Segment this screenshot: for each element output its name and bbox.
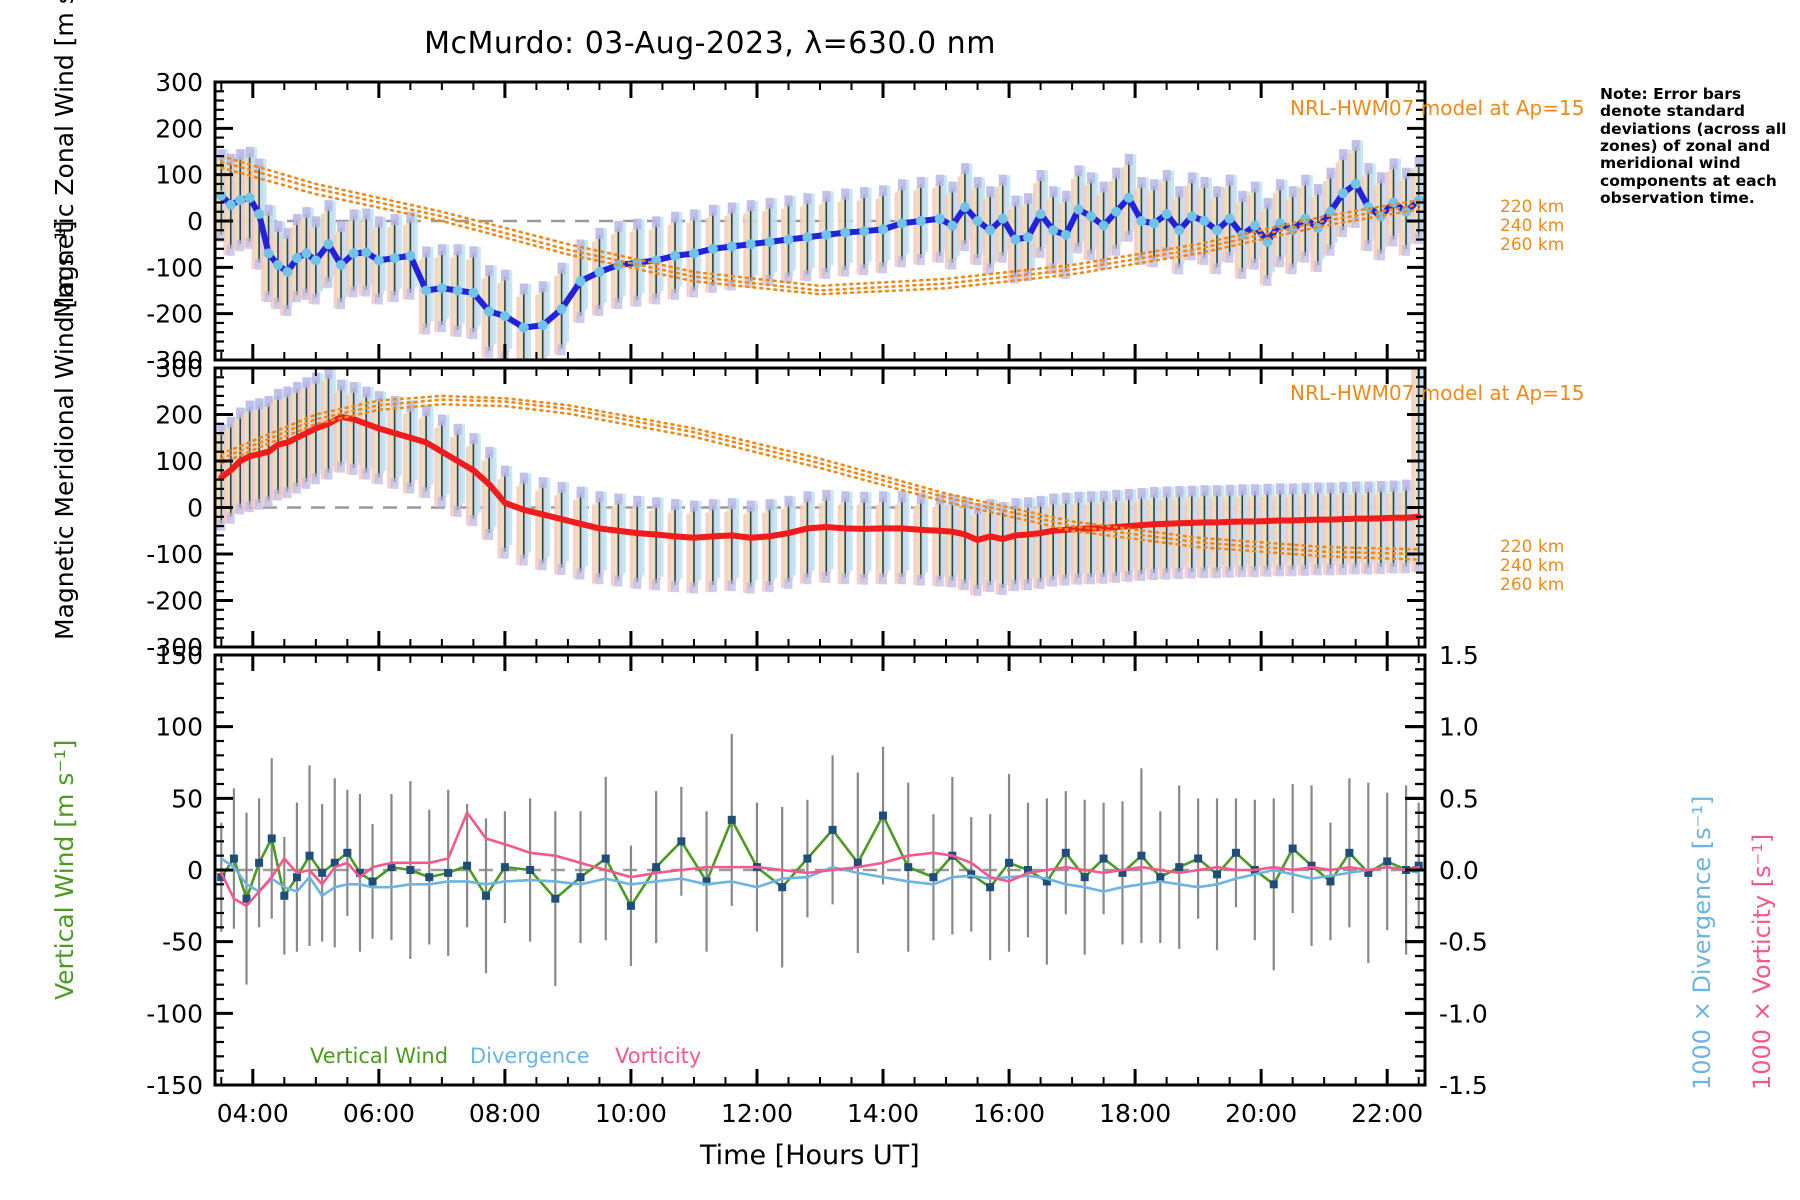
note-text: Note: Error bars denote standard deviati… — [1600, 85, 1787, 208]
right-y-tick-label: -1.0 — [1439, 999, 1488, 1028]
y-tick-label: 100 — [155, 713, 203, 742]
right-y-tick-label: 1.0 — [1439, 713, 1479, 742]
meridional-model-annotation: NRL-HWM07 model at Ap=15 — [1290, 381, 1584, 405]
x-tick-label: 10:00 — [595, 1099, 667, 1128]
zonal-model-annotation: NRL-HWM07 model at Ap=15 — [1290, 96, 1584, 120]
right-y-tick-label: 0.5 — [1439, 784, 1479, 813]
figure-title: McMurdo: 03-Aug-2023, λ=630.0 nm — [424, 26, 996, 61]
zonal-altitude-label: 240 km — [1500, 216, 1564, 236]
meridional-altitude-label: 260 km — [1500, 575, 1564, 595]
y-tick-label: 300 — [155, 354, 203, 383]
zonal-altitude-label: 220 km — [1500, 197, 1564, 217]
y-tick-label: 100 — [155, 161, 203, 190]
y-tick-label: 300 — [155, 68, 203, 97]
y-tick-label: 50 — [171, 784, 203, 813]
right-y-tick-label: -1.5 — [1439, 1071, 1488, 1100]
y-tick-label: -300 — [146, 346, 203, 375]
meridional-y-axis-label: Magnetic Meridional Wind [m s⁻¹] — [50, 220, 79, 640]
zonal-altitude-label: 260 km — [1500, 235, 1564, 255]
y-tick-label: -100 — [146, 999, 203, 1028]
x-tick-label: 04:00 — [217, 1099, 289, 1128]
x-tick-label: 22:00 — [1351, 1099, 1423, 1128]
legend-divergence: Divergence — [470, 1044, 590, 1068]
y-tick-label: -50 — [162, 928, 203, 957]
meridional-altitude-label: 220 km — [1500, 537, 1564, 557]
x-tick-label: 14:00 — [847, 1099, 919, 1128]
y-tick-label: 200 — [155, 401, 203, 430]
y-tick-label: -200 — [146, 587, 203, 616]
divergence-y-axis-label: 1000 × Divergence [s⁻¹] — [1688, 795, 1716, 1090]
legend-vorticity: Vorticity — [615, 1044, 701, 1068]
right-y-tick-label: -0.5 — [1439, 928, 1488, 957]
x-tick-label: 08:00 — [469, 1099, 541, 1128]
x-tick-label: 12:00 — [721, 1099, 793, 1128]
x-tick-label: 06:00 — [343, 1099, 415, 1128]
right-y-tick-label: 0.0 — [1439, 856, 1479, 885]
y-tick-label: 200 — [155, 114, 203, 143]
x-axis-label: Time [Hours UT] — [700, 1140, 920, 1171]
y-tick-label: 0 — [187, 494, 203, 523]
y-tick-label: 100 — [155, 447, 203, 476]
y-tick-label: -100 — [146, 540, 203, 569]
x-tick-label: 20:00 — [1225, 1099, 1297, 1128]
vertical-y-axis-label: Vertical Wind [m s⁻¹] — [50, 739, 79, 1000]
y-tick-label: -300 — [146, 633, 203, 662]
y-tick-label: -150 — [146, 1071, 203, 1100]
y-tick-label: -100 — [146, 253, 203, 282]
meridional-altitude-label: 240 km — [1500, 556, 1564, 576]
vorticity-y-axis-label: 1000 × Vorticity [s⁻¹] — [1748, 833, 1776, 1090]
legend-vertical-wind: Vertical Wind — [310, 1044, 448, 1068]
x-tick-label: 18:00 — [1099, 1099, 1171, 1128]
y-tick-label: -200 — [146, 300, 203, 329]
y-tick-label: 0 — [187, 856, 203, 885]
y-tick-label: 0 — [187, 207, 203, 236]
y-tick-label: 150 — [155, 641, 203, 670]
x-tick-label: 16:00 — [973, 1099, 1045, 1128]
right-y-tick-label: 1.5 — [1439, 641, 1479, 670]
